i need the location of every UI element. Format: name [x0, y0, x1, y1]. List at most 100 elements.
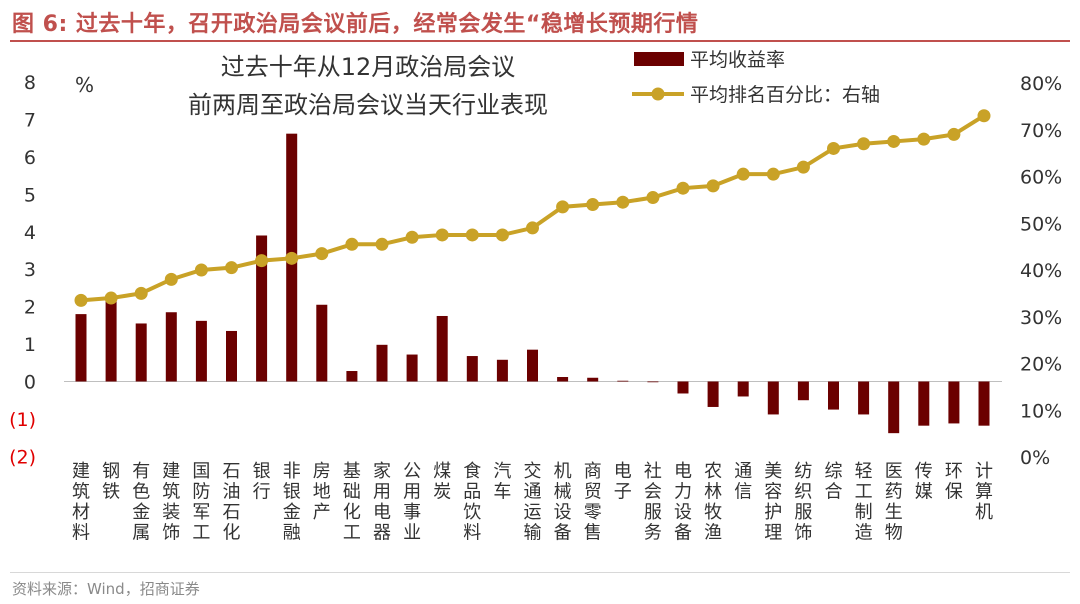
right-tick-label: 40%	[1020, 260, 1062, 282]
legend-label: 平均排名百分比：右轴	[690, 84, 880, 106]
line-point	[646, 191, 660, 205]
legend-bar-swatch	[634, 52, 684, 66]
bar	[75, 314, 87, 382]
bar	[677, 381, 689, 394]
bar	[195, 320, 207, 382]
category-label: 通信	[734, 461, 752, 503]
line-point	[285, 251, 299, 265]
category-label: 银行	[253, 461, 271, 503]
bar	[797, 381, 809, 401]
line-path	[80, 114, 986, 303]
line-series	[74, 109, 991, 307]
left-tick-label: 4	[24, 222, 36, 244]
bar-series	[75, 133, 990, 434]
category-label: 国防军工	[192, 461, 210, 544]
category-label: 美容护理	[764, 461, 782, 544]
bar	[256, 235, 268, 382]
category-label: 交通运输	[524, 461, 542, 544]
legend-label: 平均收益率	[690, 49, 785, 71]
bar	[135, 323, 147, 382]
line-point	[315, 247, 329, 261]
category-label: 农林牧渔	[704, 461, 722, 544]
line-point	[827, 141, 840, 155]
bar	[346, 371, 358, 382]
category-label: 计算机	[975, 461, 993, 523]
category-label: 钢铁	[102, 461, 120, 503]
bar	[858, 381, 870, 415]
line-point	[887, 134, 901, 148]
bar	[617, 380, 629, 382]
left-tick-label: 7	[24, 109, 36, 131]
line-point	[676, 181, 690, 195]
right-tick-label: 0%	[1020, 447, 1050, 469]
legend-line-marker	[651, 87, 665, 101]
line-point	[947, 127, 961, 141]
right-tick-label: 20%	[1020, 354, 1062, 376]
line-point	[736, 167, 750, 181]
category-label: 电子	[614, 461, 632, 503]
line-point	[465, 228, 479, 242]
line-point	[586, 198, 600, 212]
bar	[647, 381, 659, 383]
line-point	[977, 109, 991, 123]
left-tick-label: 2	[24, 297, 36, 319]
category-label: 建筑装饰	[162, 461, 180, 544]
line-point	[104, 291, 118, 305]
bar	[888, 381, 900, 434]
category-label: 公用事业	[403, 461, 421, 544]
bar	[587, 377, 599, 382]
category-label: 轻工制造	[855, 461, 873, 544]
category-label: 商贸零售	[584, 461, 602, 544]
category-label: 家用电器	[373, 461, 391, 544]
category-label: 机械设备	[554, 461, 572, 544]
line-point	[134, 286, 148, 300]
bar	[828, 381, 839, 410]
category-label: 传媒	[915, 461, 933, 503]
bar	[105, 299, 117, 382]
left-tick-label: 8	[24, 72, 36, 94]
bar	[767, 381, 779, 415]
right-tick-label: 70%	[1020, 120, 1062, 142]
category-axis: 建筑材料钢铁有色金属建筑装饰国防军工石油石化银行非银金融房地产基础化工家用电器公…	[72, 461, 993, 544]
bar	[226, 330, 237, 382]
right-tick-label: 60%	[1020, 167, 1062, 189]
line-point	[435, 228, 449, 242]
bar	[527, 349, 538, 382]
line-point	[255, 254, 269, 268]
bar	[466, 356, 478, 382]
left-tick-label: (1)	[9, 409, 36, 431]
line-point	[74, 293, 88, 307]
line-point	[345, 237, 359, 251]
figure-header: 图 6: 过去十年，召开政治局会议前后，经常会发生“稳增长预期行情	[0, 0, 1080, 42]
category-label: 建筑材料	[72, 461, 90, 544]
category-label: 基础化工	[343, 461, 361, 544]
category-label: 社会服务	[644, 461, 662, 544]
line-point	[616, 195, 630, 209]
line-point	[706, 179, 720, 193]
bar	[316, 304, 328, 382]
right-tick-label: 30%	[1020, 307, 1062, 329]
category-label: 综合	[825, 461, 843, 503]
bar	[918, 381, 930, 426]
bar	[376, 344, 388, 382]
source-note: 资料来源：Wind，招商证券	[12, 580, 200, 598]
category-label: 石油石化	[223, 461, 241, 544]
category-label: 汽车	[493, 461, 511, 503]
line-point	[526, 221, 539, 235]
bar	[165, 312, 177, 382]
bar	[406, 354, 418, 382]
bar	[436, 315, 448, 382]
combo-chart: (2) (1) 0 1 2 3 4 5 6 7 8 0% 10% 20% 30% 40% 50% 60% 70% 8…	[9, 49, 1062, 544]
category-label: 纺织服饰	[794, 461, 812, 544]
title-divider	[10, 40, 1070, 42]
line-point	[375, 237, 389, 251]
line-point	[766, 167, 780, 181]
left-tick-label: 1	[24, 334, 36, 356]
line-point	[405, 230, 419, 244]
bar	[496, 359, 508, 382]
bar	[557, 377, 569, 382]
line-point	[164, 272, 178, 286]
line-point	[194, 263, 208, 277]
